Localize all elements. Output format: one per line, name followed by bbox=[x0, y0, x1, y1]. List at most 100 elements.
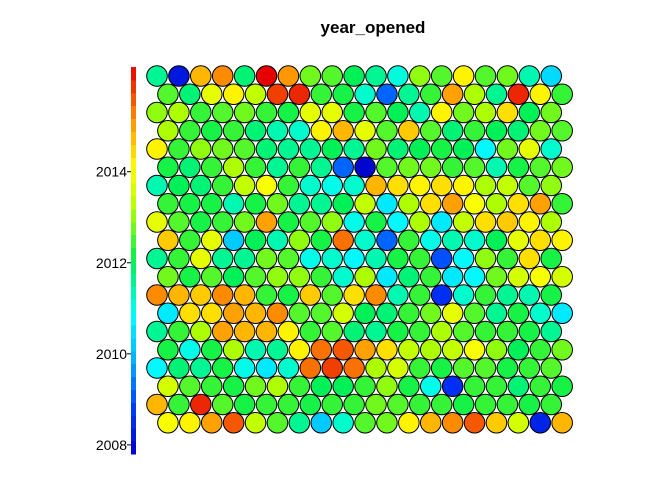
hex-cell bbox=[365, 357, 387, 379]
hex-cell bbox=[255, 101, 278, 124]
hex-cell bbox=[200, 302, 223, 325]
hex-cell bbox=[277, 357, 300, 379]
hex-cell bbox=[354, 411, 376, 434]
hex-cell bbox=[321, 284, 344, 306]
hex-cell bbox=[441, 192, 464, 215]
colorbar-segment bbox=[131, 415, 136, 429]
hex-cell bbox=[168, 320, 190, 343]
hex-cell bbox=[496, 211, 519, 233]
hex-cell bbox=[398, 338, 420, 361]
hex-cell bbox=[277, 211, 300, 233]
hex-cell bbox=[430, 65, 453, 87]
hex-cell bbox=[222, 375, 245, 398]
hex-cell bbox=[529, 119, 552, 142]
colorbar-segment bbox=[131, 157, 136, 171]
colorbar-segment bbox=[131, 131, 136, 145]
hex-cell bbox=[332, 338, 354, 361]
hex-cell bbox=[277, 101, 300, 124]
hex-cell bbox=[430, 393, 453, 416]
hex-cell bbox=[343, 284, 365, 306]
hex-cell bbox=[288, 83, 311, 106]
hex-cell bbox=[540, 101, 563, 124]
colorbar-segment bbox=[131, 260, 136, 274]
hex-cell bbox=[343, 357, 365, 379]
hex-cell bbox=[474, 138, 497, 160]
hex-cell bbox=[474, 284, 497, 306]
hex-cell bbox=[409, 101, 431, 124]
hex-cell bbox=[529, 192, 552, 215]
hex-cell bbox=[310, 338, 333, 361]
hex-cell bbox=[146, 284, 168, 306]
hex-cell bbox=[200, 338, 223, 361]
hex-cell bbox=[409, 138, 431, 160]
hex-cell bbox=[485, 229, 508, 252]
hex-cell bbox=[255, 138, 278, 160]
hex-cell bbox=[354, 229, 376, 252]
hex-cell bbox=[332, 83, 354, 106]
colorbar-segment bbox=[131, 79, 136, 94]
hex-cell bbox=[310, 265, 333, 288]
hex-cell bbox=[540, 65, 563, 87]
hex-cell bbox=[146, 138, 168, 160]
hex-cell bbox=[190, 320, 212, 343]
hex-cell bbox=[200, 229, 223, 252]
hex-cell bbox=[354, 156, 376, 179]
hex-cell bbox=[244, 265, 267, 288]
hex-cell bbox=[200, 411, 223, 434]
hex-cell bbox=[211, 247, 234, 270]
hex-cell bbox=[398, 119, 420, 142]
hex-cell bbox=[496, 101, 519, 124]
hex-cell bbox=[321, 101, 344, 124]
chart-title: year_opened bbox=[321, 18, 426, 37]
hex-cell bbox=[266, 411, 289, 434]
hex-cell bbox=[244, 302, 267, 325]
hex-cell bbox=[376, 411, 398, 434]
hex-cell bbox=[387, 393, 409, 416]
hex-cell bbox=[540, 174, 563, 197]
colorbar-segment bbox=[131, 92, 136, 107]
hex-cell bbox=[157, 338, 179, 361]
hex-cell bbox=[387, 211, 409, 233]
hex-cell bbox=[376, 302, 398, 325]
hex-cell bbox=[255, 284, 278, 306]
hex-cell bbox=[485, 156, 508, 179]
hex-cell bbox=[419, 302, 442, 325]
hex-cell bbox=[310, 375, 333, 398]
hex-cell bbox=[179, 338, 201, 361]
hex-cell bbox=[376, 265, 398, 288]
hex-cell bbox=[168, 393, 190, 416]
hex-cell bbox=[409, 393, 431, 416]
hex-cell bbox=[244, 229, 267, 252]
hex-cell bbox=[551, 229, 573, 252]
hex-cell bbox=[288, 192, 311, 215]
hex-cell bbox=[518, 247, 541, 270]
hex-cell bbox=[398, 375, 420, 398]
hex-cell bbox=[332, 229, 354, 252]
hex-cell bbox=[343, 138, 365, 160]
colorbar-legend: 2008 2010 2012 2014 bbox=[96, 67, 136, 455]
hex-cell bbox=[365, 211, 387, 233]
hex-cell bbox=[157, 119, 179, 142]
hex-cell bbox=[463, 411, 486, 434]
colorbar-segment bbox=[131, 376, 136, 390]
hex-cell bbox=[452, 138, 475, 160]
hex-cell bbox=[441, 411, 464, 434]
hex-cell bbox=[190, 357, 212, 379]
hex-cell bbox=[529, 411, 552, 434]
hex-cell bbox=[211, 138, 234, 160]
hex-cell bbox=[354, 375, 376, 398]
colorbar-segment bbox=[131, 170, 136, 184]
hex-cell bbox=[474, 65, 497, 87]
hex-cell bbox=[354, 338, 376, 361]
colorbar-tick-label: 2008 bbox=[96, 437, 127, 453]
hex-cell bbox=[529, 265, 552, 288]
hex-cell bbox=[168, 211, 190, 233]
hex-cell bbox=[354, 265, 376, 288]
hex-cell bbox=[157, 156, 179, 179]
hex-cell bbox=[430, 247, 453, 270]
hex-cell bbox=[441, 83, 464, 106]
hex-cell bbox=[507, 229, 530, 252]
hex-cell bbox=[430, 138, 453, 160]
hex-cell bbox=[233, 211, 256, 233]
hex-cell bbox=[179, 375, 201, 398]
